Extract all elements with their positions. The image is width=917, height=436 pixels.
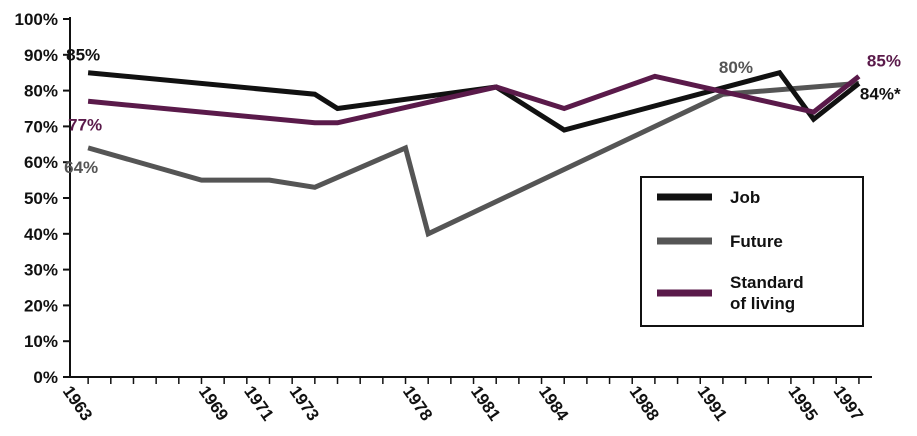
legend-box <box>640 176 864 327</box>
series-layer <box>87 69 861 238</box>
x-tick-label: 1997 <box>830 382 867 424</box>
y-tick-label: 50% <box>24 189 58 208</box>
y-tick-label: 70% <box>24 117 58 136</box>
y-tick-label: 60% <box>24 153 58 172</box>
legend-label-job: Job <box>730 188 760 207</box>
data-label: 64% <box>64 158 98 177</box>
x-tick-label: 1991 <box>694 382 731 424</box>
series-line-future <box>87 80 860 238</box>
data-label: 80% <box>719 58 753 77</box>
x-tick-label: 1971 <box>240 382 277 424</box>
annotation-layer: 85% 77% 64% 80% 85% 84%* <box>64 46 901 177</box>
data-label: 77% <box>68 115 102 134</box>
data-label: 85% <box>867 51 901 70</box>
y-axis: 0% 10% 20% 30% 40% 50% 60% 70% 80% 90% 100% <box>15 10 71 387</box>
legend-label-future: Future <box>730 232 783 251</box>
x-tick-label: 1988 <box>626 382 663 424</box>
x-tick-label: 1963 <box>59 382 96 424</box>
series-line-standard-of-living <box>87 73 861 126</box>
x-tick-label: 1969 <box>195 382 232 424</box>
legend: Job Future Standard of living <box>640 176 864 327</box>
x-tick-label: 1995 <box>784 382 821 424</box>
y-tick-label: 90% <box>24 46 58 65</box>
legend-label-standard-of-living-line1: Standard <box>730 273 804 292</box>
x-tick-label: 1984 <box>535 382 573 424</box>
y-tick-label: 100% <box>15 10 58 29</box>
x-tick-label: 1978 <box>399 382 436 424</box>
y-tick-label: 10% <box>24 332 58 351</box>
data-label: 85% <box>66 46 100 65</box>
x-tick-label: 1973 <box>286 382 323 424</box>
series-line-job <box>87 69 861 133</box>
x-tick-label: 1981 <box>467 382 504 424</box>
y-tick-label: 0% <box>33 368 58 387</box>
x-axis: 1963 1969 1971 1973 1978 1981 1984 1988 1991 1995… <box>59 376 872 425</box>
y-tick-label: 30% <box>24 261 58 280</box>
y-tick-label: 80% <box>24 82 58 101</box>
legend-label-standard-of-living-line2: of living <box>730 294 795 313</box>
y-tick-label: 20% <box>24 296 58 315</box>
data-label: 84%* <box>860 84 901 103</box>
y-tick-label: 40% <box>24 225 58 244</box>
